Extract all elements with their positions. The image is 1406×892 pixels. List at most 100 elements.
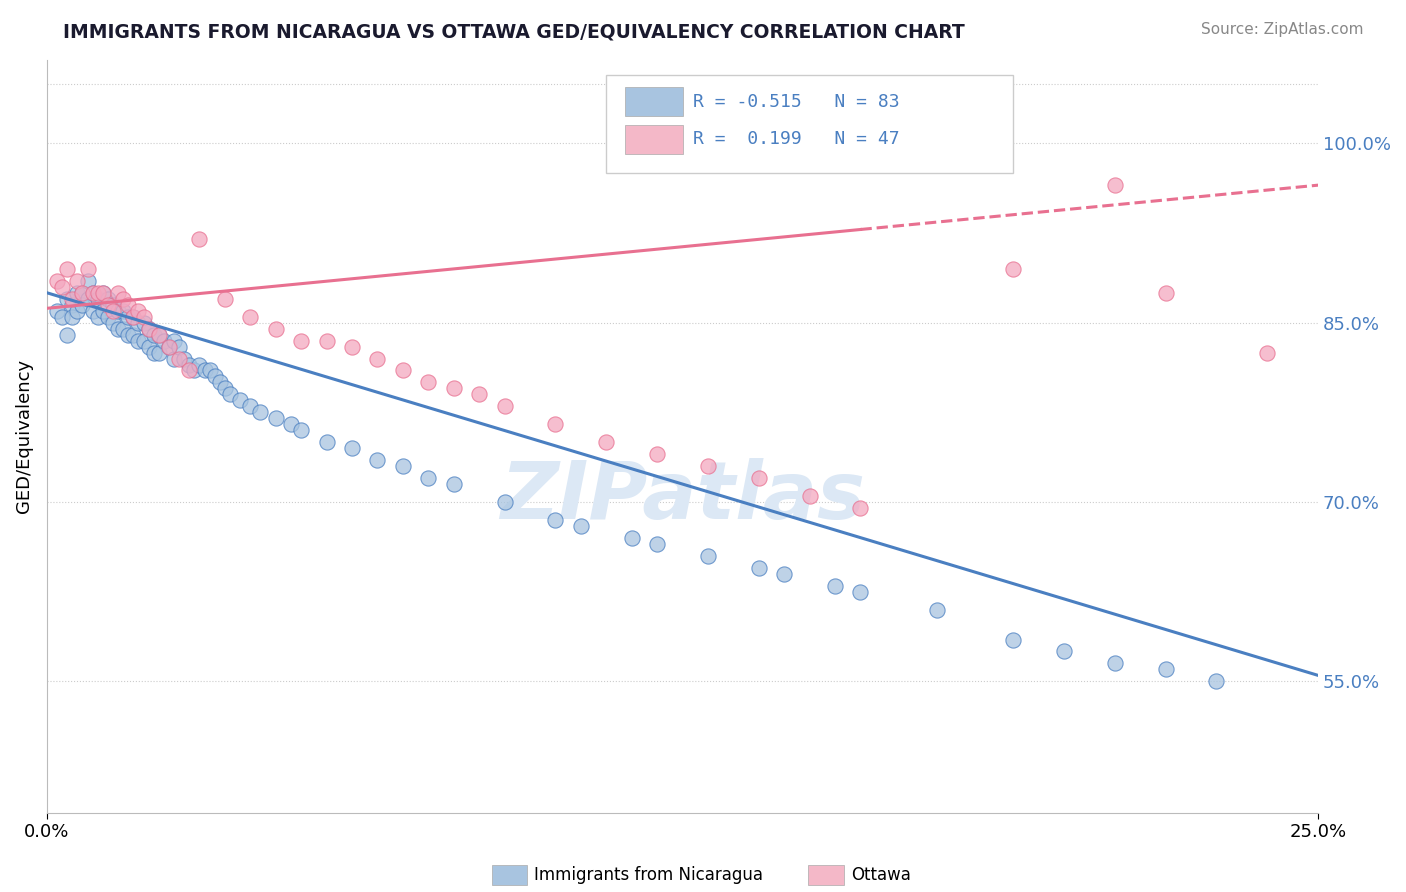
Point — [1002, 261, 1025, 276]
Text: IMMIGRANTS FROM NICARAGUA VS OTTAWA GED/EQUIVALENCY CORRELATION CHART: IMMIGRANTS FROM NICARAGUA VS OTTAWA GED/… — [63, 22, 965, 41]
Point — [82, 285, 104, 300]
Point — [122, 310, 145, 324]
Point — [280, 417, 302, 432]
Point — [315, 334, 337, 348]
Point — [1154, 285, 1177, 300]
Point — [153, 334, 176, 348]
Point — [157, 340, 180, 354]
Point — [82, 285, 104, 300]
Point — [56, 327, 79, 342]
Point — [1002, 632, 1025, 647]
Point — [179, 358, 201, 372]
Text: Ottawa: Ottawa — [851, 866, 911, 884]
Point — [107, 303, 129, 318]
Text: Immigrants from Nicaragua: Immigrants from Nicaragua — [534, 866, 763, 884]
Point — [101, 298, 124, 312]
Point — [127, 316, 149, 330]
Point — [193, 363, 215, 377]
Point — [91, 303, 114, 318]
Point — [76, 292, 98, 306]
Point — [51, 280, 73, 294]
Point — [290, 334, 312, 348]
Point — [72, 285, 94, 300]
Point — [117, 327, 139, 342]
Point — [340, 441, 363, 455]
Point — [56, 292, 79, 306]
Point — [72, 285, 94, 300]
Point — [392, 459, 415, 474]
Point — [1053, 644, 1076, 658]
Point — [544, 513, 567, 527]
Point — [117, 310, 139, 324]
Point — [443, 477, 465, 491]
Point — [51, 310, 73, 324]
Point — [366, 453, 388, 467]
Point — [60, 292, 83, 306]
Point — [138, 321, 160, 335]
Point — [239, 310, 262, 324]
Point — [138, 321, 160, 335]
Point — [443, 381, 465, 395]
Point — [112, 321, 135, 335]
Point — [97, 298, 120, 312]
Point — [925, 602, 948, 616]
Point — [494, 495, 516, 509]
Point — [66, 303, 89, 318]
Point — [101, 316, 124, 330]
Point — [1256, 345, 1278, 359]
Point — [122, 327, 145, 342]
Point — [163, 334, 186, 348]
Point — [468, 387, 491, 401]
Point — [117, 298, 139, 312]
Point — [340, 340, 363, 354]
Point — [229, 393, 252, 408]
Point — [66, 285, 89, 300]
Point — [183, 363, 205, 377]
Bar — [626, 87, 682, 116]
Point — [127, 334, 149, 348]
Point — [138, 340, 160, 354]
Point — [799, 489, 821, 503]
Point — [595, 435, 617, 450]
Point — [418, 376, 440, 390]
Point — [697, 549, 720, 563]
Point — [315, 435, 337, 450]
Point — [122, 310, 145, 324]
Point — [824, 579, 846, 593]
Point — [163, 351, 186, 366]
Point — [1205, 674, 1227, 689]
Point — [1104, 178, 1126, 193]
Point — [76, 274, 98, 288]
Point — [179, 363, 201, 377]
Point — [91, 285, 114, 300]
Point — [418, 471, 440, 485]
Text: ZIPatlas: ZIPatlas — [501, 458, 865, 535]
Bar — [626, 125, 682, 153]
Point — [91, 285, 114, 300]
Point — [645, 447, 668, 461]
Point — [264, 321, 287, 335]
Point — [849, 501, 872, 516]
Point — [148, 327, 170, 342]
Point — [107, 285, 129, 300]
Point — [392, 363, 415, 377]
Point — [264, 411, 287, 425]
Point — [60, 298, 83, 312]
Y-axis label: GED/Equivalency: GED/Equivalency — [15, 359, 32, 513]
Point — [645, 537, 668, 551]
Point — [188, 232, 211, 246]
Text: Source: ZipAtlas.com: Source: ZipAtlas.com — [1201, 22, 1364, 37]
Point — [167, 340, 190, 354]
Point — [46, 274, 69, 288]
Point — [569, 519, 592, 533]
Point — [494, 400, 516, 414]
Point — [290, 423, 312, 437]
Point — [101, 303, 124, 318]
Point — [849, 584, 872, 599]
Point — [112, 292, 135, 306]
Point — [214, 381, 236, 395]
Point — [132, 334, 155, 348]
Point — [148, 345, 170, 359]
Point — [1154, 662, 1177, 676]
Point — [204, 369, 226, 384]
